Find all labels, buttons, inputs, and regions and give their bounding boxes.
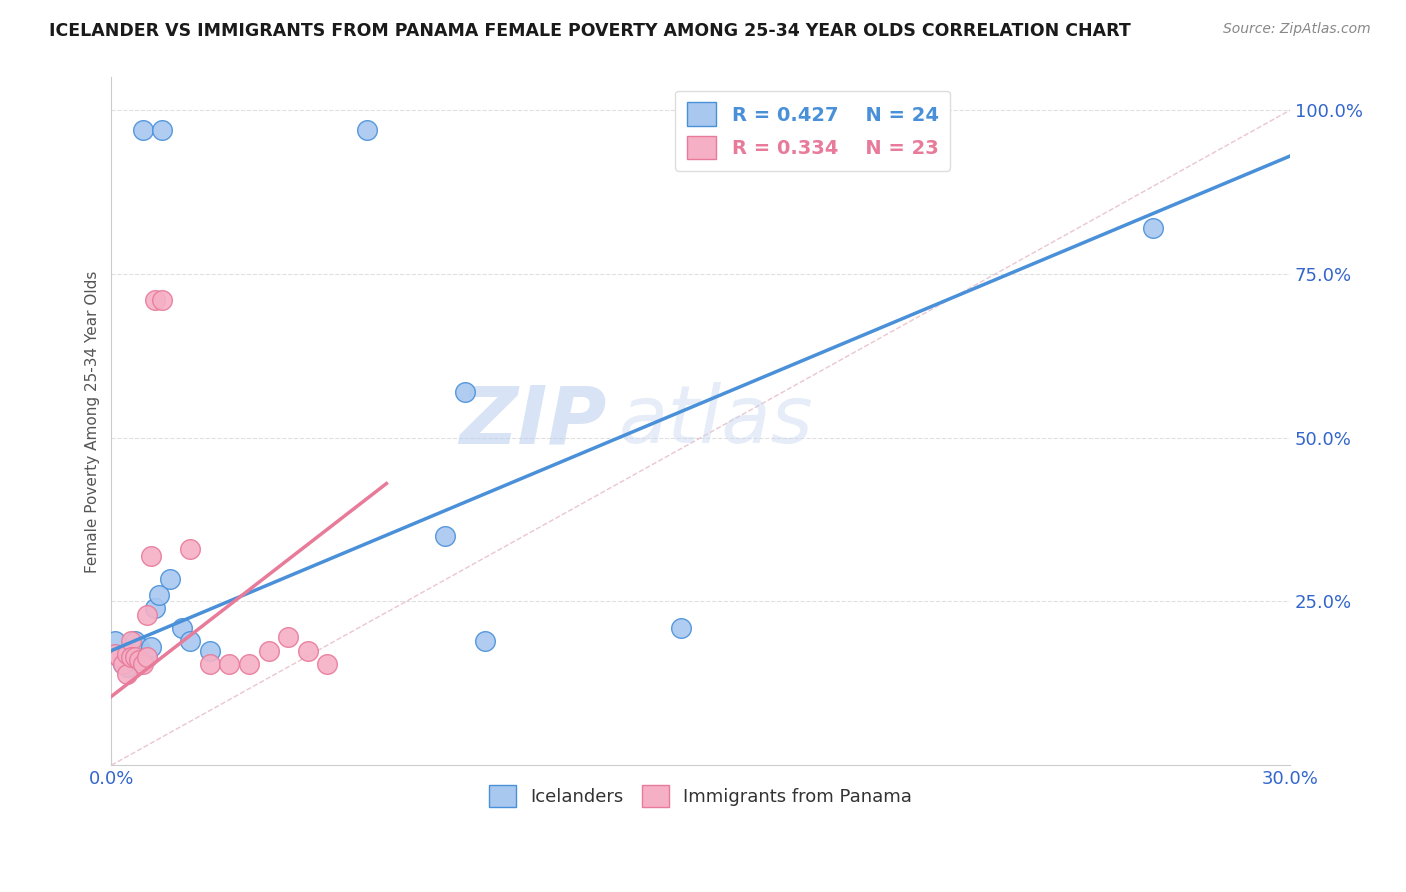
Point bbox=[434, 529, 457, 543]
Point bbox=[198, 657, 221, 671]
Point bbox=[108, 650, 131, 665]
Text: ICELANDER VS IMMIGRANTS FROM PANAMA FEMALE POVERTY AMONG 25-34 YEAR OLDS CORRELA: ICELANDER VS IMMIGRANTS FROM PANAMA FEMA… bbox=[49, 22, 1130, 40]
Text: Source: ZipAtlas.com: Source: ZipAtlas.com bbox=[1223, 22, 1371, 37]
Point bbox=[120, 650, 142, 665]
Point bbox=[172, 621, 194, 635]
Point bbox=[179, 542, 201, 557]
Point bbox=[139, 549, 162, 563]
Point bbox=[115, 647, 138, 661]
Point bbox=[277, 631, 299, 645]
Point bbox=[297, 643, 319, 657]
Point bbox=[132, 647, 155, 661]
Point bbox=[120, 633, 142, 648]
Point bbox=[115, 666, 138, 681]
Point bbox=[115, 660, 138, 674]
Point bbox=[159, 572, 181, 586]
Point bbox=[238, 657, 260, 671]
Point bbox=[669, 621, 692, 635]
Point bbox=[128, 653, 150, 667]
Point bbox=[198, 643, 221, 657]
Point bbox=[152, 293, 174, 307]
Point bbox=[152, 123, 174, 137]
Point bbox=[124, 633, 146, 648]
Point bbox=[104, 647, 127, 661]
Point bbox=[179, 633, 201, 648]
Point bbox=[132, 657, 155, 671]
Point bbox=[104, 633, 127, 648]
Point bbox=[143, 293, 166, 307]
Text: atlas: atlas bbox=[619, 383, 813, 460]
Point bbox=[218, 657, 240, 671]
Point bbox=[132, 123, 155, 137]
Point bbox=[148, 588, 170, 602]
Point bbox=[124, 650, 146, 665]
Y-axis label: Female Poverty Among 25-34 Year Olds: Female Poverty Among 25-34 Year Olds bbox=[86, 270, 100, 573]
Point bbox=[135, 607, 157, 622]
Legend: Icelanders, Immigrants from Panama: Icelanders, Immigrants from Panama bbox=[482, 778, 920, 814]
Point bbox=[108, 650, 131, 665]
Point bbox=[120, 653, 142, 667]
Point bbox=[112, 657, 135, 671]
Point bbox=[474, 633, 496, 648]
Text: ZIP: ZIP bbox=[458, 383, 606, 460]
Point bbox=[1142, 221, 1164, 235]
Point bbox=[356, 123, 378, 137]
Point bbox=[128, 640, 150, 655]
Point bbox=[454, 384, 477, 399]
Point bbox=[316, 657, 339, 671]
Point bbox=[135, 650, 157, 665]
Point bbox=[135, 650, 157, 665]
Point bbox=[143, 601, 166, 615]
Point bbox=[112, 657, 135, 671]
Point bbox=[139, 640, 162, 655]
Point bbox=[257, 643, 280, 657]
